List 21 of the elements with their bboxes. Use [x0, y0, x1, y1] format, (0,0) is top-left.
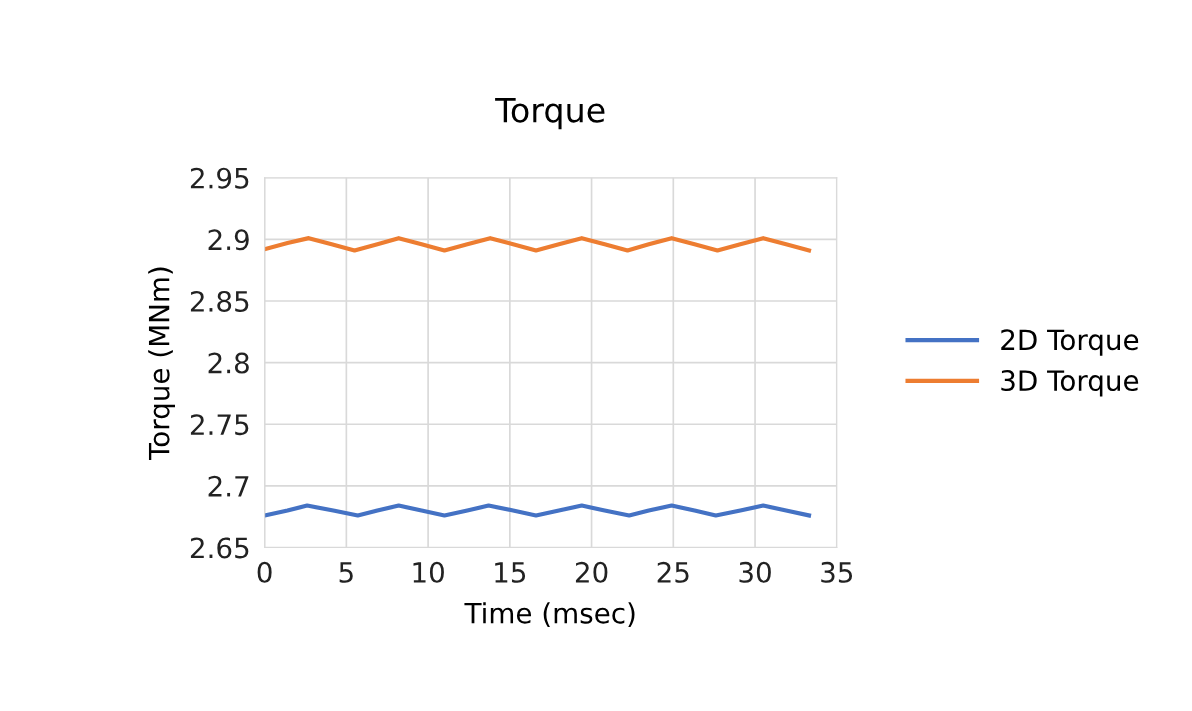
y-tick-label: 2.75: [190, 414, 249, 436]
x-tick-label: 25: [657, 561, 689, 583]
y-tick-label: 2.9: [208, 229, 249, 251]
y-tick-label: 2.85: [190, 290, 249, 312]
legend-label: 3D Torque: [1001, 370, 1139, 397]
legend-label: 2D Torque: [1001, 329, 1139, 356]
x-tick-label: 35: [821, 561, 853, 583]
y-tick-label: 2.7: [208, 475, 249, 497]
line-series: [264, 236, 812, 253]
y-tick-label: 2.65: [190, 537, 249, 559]
x-tick-label: 20: [575, 561, 608, 583]
y-tick-label: 2.8: [208, 352, 249, 374]
x-tick-label: 15: [495, 562, 526, 583]
x-tick-label: 30: [739, 561, 771, 583]
y-tick-label: 2.95: [190, 167, 249, 189]
x-tick-label: 10: [413, 561, 444, 583]
x-tick-label: 5: [339, 562, 353, 583]
chart-title: Torque: [495, 97, 605, 130]
x-tick-label: 0: [257, 561, 272, 583]
y-axis-title: Torque (MNm): [148, 267, 175, 461]
x-axis-title: Time (msec): [464, 602, 635, 627]
